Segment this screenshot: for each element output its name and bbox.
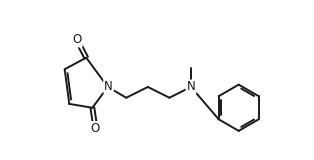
Text: N: N	[187, 80, 195, 93]
Text: O: O	[72, 33, 82, 47]
Text: N: N	[104, 80, 113, 93]
Text: O: O	[91, 122, 100, 135]
